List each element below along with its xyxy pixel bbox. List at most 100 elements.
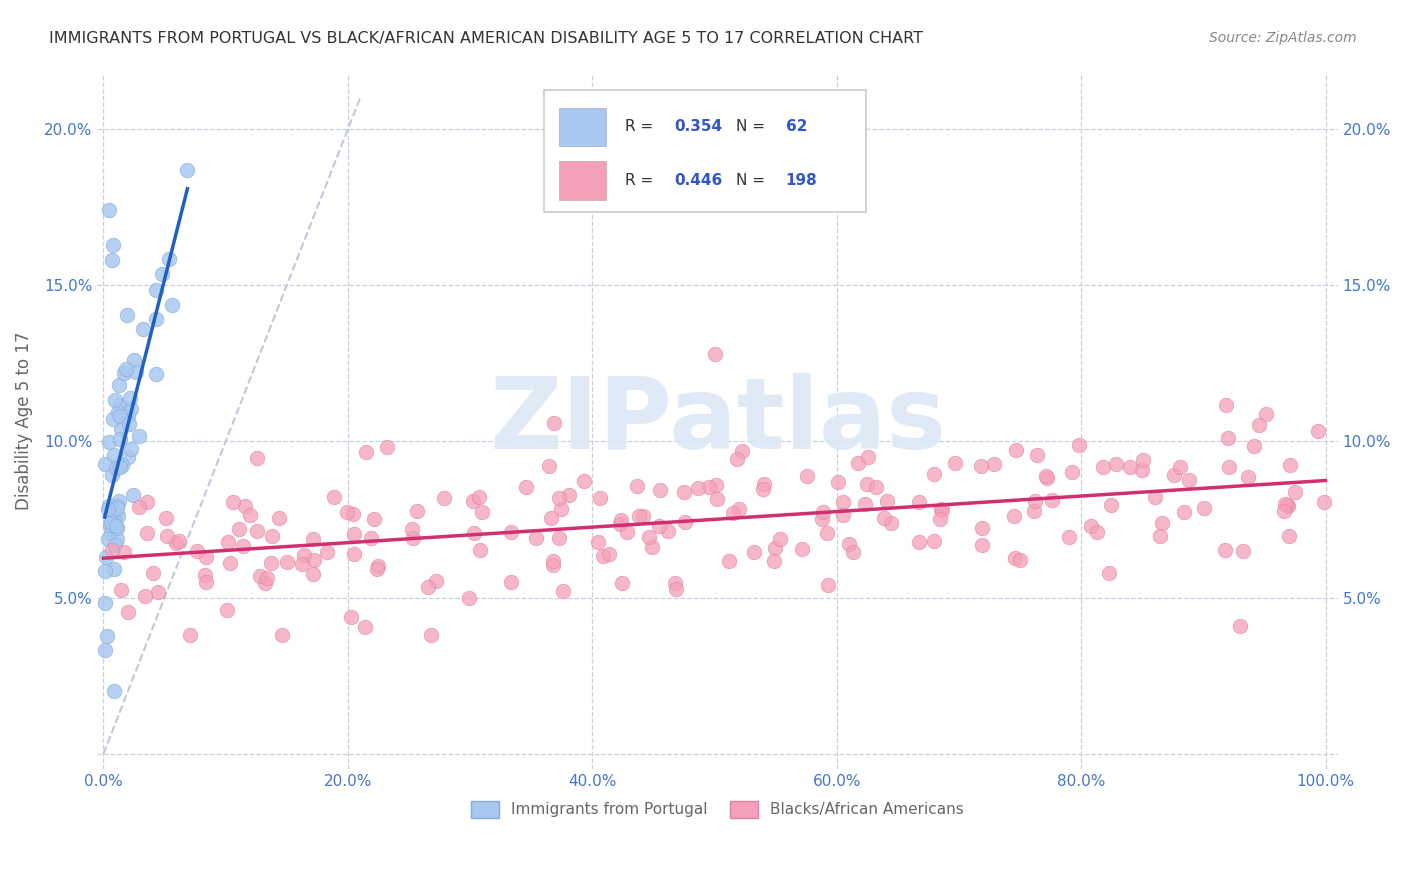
Point	[132, 322, 155, 336]
Point	[972, 538, 994, 552]
Point	[540, 511, 562, 525]
Point	[354, 620, 377, 634]
Point	[1069, 438, 1091, 452]
Point	[754, 476, 776, 491]
FancyBboxPatch shape	[544, 90, 866, 212]
Point	[1216, 431, 1239, 445]
Point	[136, 525, 159, 540]
Point	[100, 526, 122, 541]
Point	[157, 252, 180, 267]
Point	[1152, 516, 1174, 530]
Point	[1099, 498, 1122, 512]
Text: ZIPatlas: ZIPatlas	[489, 373, 946, 470]
Point	[1130, 463, 1153, 477]
Point	[107, 494, 129, 508]
Text: R =: R =	[624, 120, 658, 134]
Point	[541, 558, 564, 572]
Point	[1277, 499, 1299, 513]
Point	[103, 411, 125, 425]
Point	[626, 478, 648, 492]
Point	[194, 568, 217, 582]
Point	[1272, 504, 1295, 518]
Point	[122, 488, 145, 502]
Point	[108, 409, 131, 424]
Point	[1026, 448, 1049, 462]
Point	[104, 519, 127, 533]
Point	[665, 582, 688, 596]
Point	[418, 580, 440, 594]
Point	[703, 347, 725, 361]
Point	[673, 515, 696, 529]
Point	[1168, 459, 1191, 474]
Point	[1232, 544, 1254, 558]
Point	[922, 467, 945, 481]
Point	[1274, 497, 1296, 511]
Point	[855, 497, 877, 511]
Text: Source: ZipAtlas.com: Source: ZipAtlas.com	[1209, 31, 1357, 45]
Point	[610, 513, 633, 527]
Y-axis label: Disability Age 5 to 17: Disability Age 5 to 17	[15, 332, 32, 510]
Point	[302, 532, 325, 546]
Point	[340, 610, 363, 624]
Point	[463, 526, 485, 541]
Point	[811, 512, 834, 526]
Point	[832, 495, 855, 509]
Point	[145, 283, 167, 297]
Point	[343, 527, 366, 541]
Point	[752, 482, 775, 496]
Point	[1279, 458, 1302, 473]
Point	[1024, 494, 1046, 508]
Point	[856, 477, 879, 491]
Point	[468, 490, 491, 504]
Point	[101, 503, 124, 517]
Point	[876, 494, 898, 508]
Point	[354, 445, 377, 459]
Point	[112, 367, 135, 381]
Point	[574, 474, 596, 488]
Point	[253, 576, 276, 591]
Point	[118, 392, 141, 406]
Point	[931, 503, 953, 517]
Point	[762, 554, 785, 568]
Point	[228, 522, 250, 536]
Point	[96, 629, 118, 643]
Point	[1313, 494, 1336, 508]
Point	[846, 456, 869, 470]
Point	[103, 684, 125, 698]
Point	[176, 163, 198, 178]
Point	[970, 459, 993, 474]
Point	[1105, 457, 1128, 471]
Point	[1163, 468, 1185, 483]
Point	[128, 500, 150, 515]
Point	[93, 564, 115, 578]
Point	[260, 529, 283, 543]
Point	[515, 480, 537, 494]
Point	[110, 422, 132, 436]
Point	[103, 448, 125, 462]
Legend: Immigrants from Portugal, Blacks/African Americans: Immigrants from Portugal, Blacks/African…	[465, 795, 970, 824]
Point	[1092, 460, 1115, 475]
Point	[107, 405, 129, 419]
Point	[276, 555, 298, 569]
Text: 62: 62	[786, 120, 807, 134]
Point	[195, 549, 218, 564]
Point	[1098, 566, 1121, 581]
Point	[256, 571, 278, 585]
Point	[105, 520, 128, 534]
Point	[239, 508, 262, 522]
Point	[924, 534, 946, 549]
Point	[827, 475, 849, 490]
Point	[124, 365, 146, 379]
Point	[731, 444, 754, 458]
Point	[616, 524, 638, 539]
Point	[94, 596, 117, 610]
Point	[1132, 453, 1154, 467]
Point	[769, 532, 792, 546]
Point	[1004, 551, 1026, 566]
Point	[267, 511, 290, 525]
Point	[1237, 470, 1260, 484]
Point	[375, 440, 398, 454]
Point	[1284, 484, 1306, 499]
Point	[790, 541, 813, 556]
Point	[367, 558, 389, 573]
